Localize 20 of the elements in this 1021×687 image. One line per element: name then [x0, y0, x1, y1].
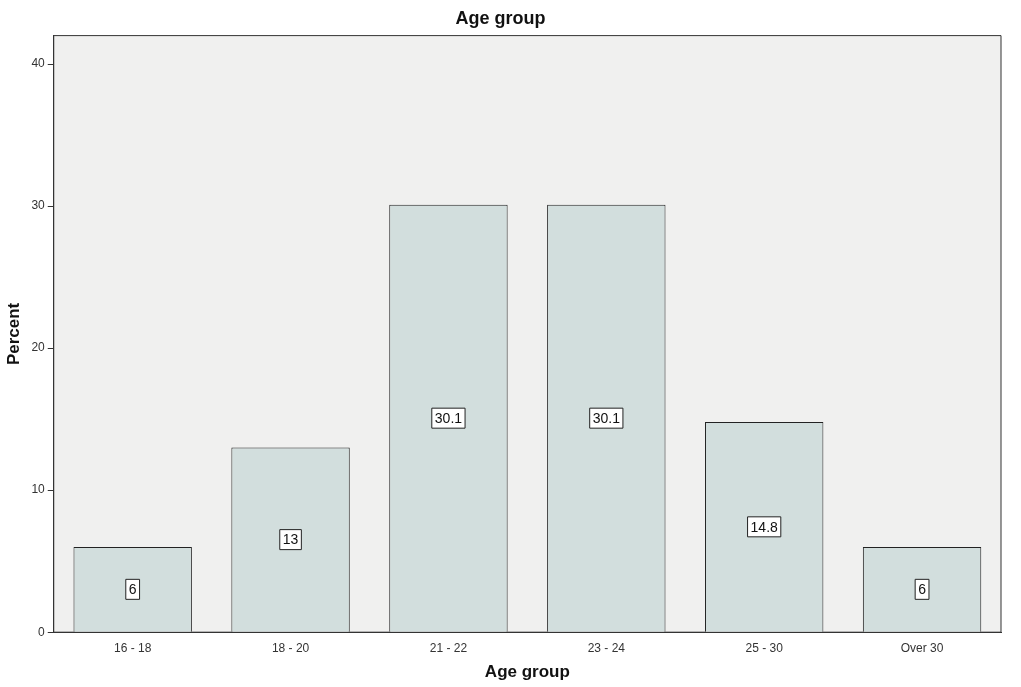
x-tick-label: 23 - 24 — [587, 640, 626, 655]
y-axis-title: Percent — [3, 302, 23, 366]
data-label: 6 — [128, 581, 137, 598]
data-label: 14.8 — [750, 518, 779, 535]
data-label: 30.1 — [434, 410, 463, 427]
y-tick-label: 20 — [31, 340, 46, 355]
data-label: 6 — [918, 581, 927, 598]
y-tick-label: 0 — [38, 624, 46, 639]
x-tick-label: 16 - 18 — [114, 640, 152, 655]
x-tick-label: Over 30 — [900, 640, 944, 655]
x-axis-title: Age group — [484, 662, 570, 682]
y-tick-label: 10 — [31, 482, 46, 497]
y-tick-label: 30 — [31, 198, 46, 213]
x-tick-label: 18 - 20 — [271, 640, 310, 655]
x-tick-label: 21 - 22 — [429, 640, 468, 655]
x-tick-label: 25 - 30 — [745, 640, 784, 655]
chart-title: Age group — [455, 7, 546, 28]
y-tick-label: 40 — [31, 56, 46, 71]
data-label: 13 — [282, 531, 299, 548]
data-label: 30.1 — [592, 410, 621, 427]
